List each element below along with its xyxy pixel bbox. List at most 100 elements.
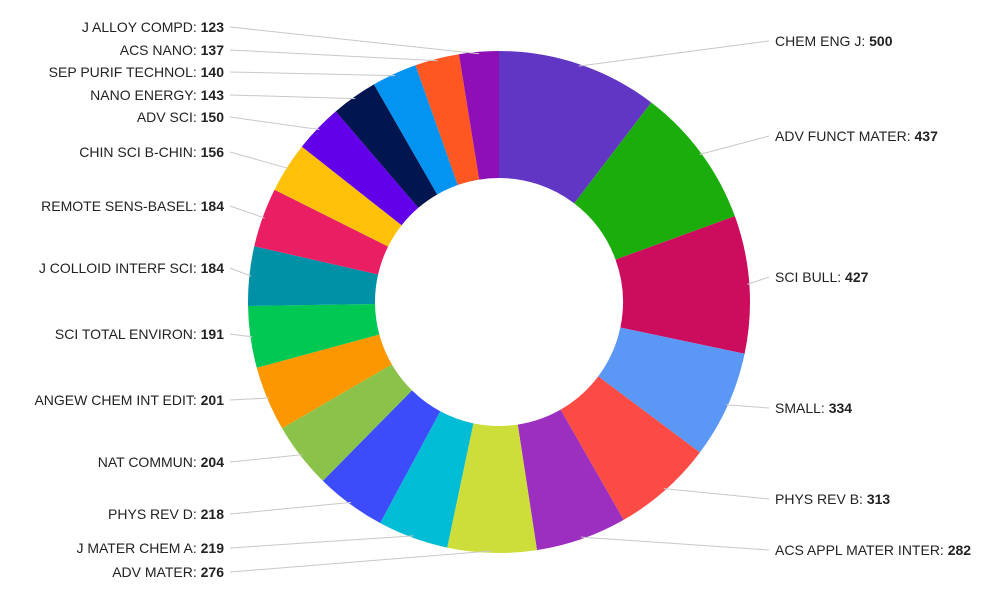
- slice-label-nano-energy: NANO ENERGY: 143: [90, 87, 224, 103]
- slice-sci-bull[interactable]: [615, 216, 750, 354]
- slice-label-j-alloy-compd: J ALLOY COMPD: 123: [82, 19, 224, 35]
- slice-label-value: 276: [201, 564, 225, 580]
- slice-adv-funct-mater[interactable]: [574, 102, 735, 260]
- slice-label-phys-rev-d: PHYS REV D: 218: [108, 506, 224, 522]
- slice-label-small: SMALL: 334: [775, 400, 852, 416]
- slice-sci-total-environ[interactable]: [248, 303, 380, 368]
- slice-label-sep-purif-technol: SEP PURIF TECHNOL: 140: [49, 64, 225, 80]
- slice-label-name: SMALL:: [775, 400, 829, 416]
- slice-label-phys-rev-b: PHYS REV B: 313: [775, 491, 890, 507]
- slice-label-name: ANGEW CHEM INT EDIT:: [34, 392, 200, 408]
- slice-label-value: 201: [201, 392, 225, 408]
- slice-label-name: ADV SCI:: [137, 109, 201, 125]
- leader-line-sci-bull: [747, 276, 770, 285]
- slice-angew-chem-int-edit[interactable]: [256, 334, 392, 429]
- slice-label-value: 184: [201, 260, 225, 276]
- leader-line-nat-commun: [229, 454, 303, 463]
- slice-label-value: 218: [201, 506, 225, 522]
- slice-label-acs-nano: ACS NANO: 137: [120, 42, 224, 58]
- leader-line-chin-sci-b-chin: [229, 151, 289, 170]
- slice-label-value: 282: [948, 542, 972, 558]
- slice-label-value: 219: [201, 540, 225, 556]
- leader-line-acs-nano: [229, 49, 438, 62]
- leader-line-j-mater-chem-a: [229, 535, 414, 549]
- leader-line-nano-energy: [229, 94, 356, 100]
- slice-sep-purif-technol[interactable]: [373, 65, 458, 195]
- slice-j-alloy-compd[interactable]: [458, 51, 499, 180]
- leader-line-chem-eng-j: [578, 40, 770, 67]
- slice-label-value: 437: [915, 128, 939, 144]
- slice-label-sci-total-environ: SCI TOTAL ENVIRON: 191: [55, 326, 224, 342]
- slice-label-value: 150: [201, 109, 225, 125]
- slice-label-value: 137: [201, 42, 225, 58]
- slice-nat-commun[interactable]: [282, 364, 412, 481]
- slice-label-j-colloid-interf-sci: J COLLOID INTERF SCI: 184: [39, 260, 224, 276]
- leader-line-angew-chem-int-edit: [229, 397, 270, 401]
- slice-small[interactable]: [598, 327, 745, 453]
- slice-label-j-mater-chem-a: J MATER CHEM A: 219: [76, 540, 224, 556]
- slice-label-name: PHYS REV D:: [108, 506, 201, 522]
- slice-label-remote-sens-basel: REMOTE SENS-BASEL: 184: [41, 198, 224, 214]
- slice-label-acs-appl-mater-inter: ACS APPL MATER INTER: 282: [775, 542, 971, 558]
- slice-label-value: 500: [869, 33, 893, 49]
- leader-line-adv-funct-mater: [699, 135, 770, 155]
- slice-label-name: J ALLOY COMPD:: [82, 19, 201, 35]
- slice-chin-sci-b-chin[interactable]: [274, 146, 402, 247]
- slice-j-colloid-interf-sci[interactable]: [248, 246, 379, 307]
- slice-label-sci-bull: SCI BULL: 427: [775, 269, 869, 285]
- slice-phys-rev-d[interactable]: [322, 390, 441, 524]
- slice-label-name: ACS NANO:: [120, 42, 201, 58]
- slice-label-adv-funct-mater: ADV FUNCT MATER: 437: [775, 128, 938, 144]
- slice-label-value: 140: [201, 64, 225, 80]
- slice-chem-eng-j[interactable]: [499, 51, 652, 204]
- slice-label-name: SCI BULL:: [775, 269, 845, 285]
- slice-phys-rev-b[interactable]: [560, 376, 700, 520]
- leader-line-adv-sci: [229, 116, 320, 131]
- slice-label-value: 334: [829, 400, 853, 416]
- slice-label-value: 123: [201, 19, 225, 35]
- slice-label-value: 204: [201, 454, 225, 470]
- slices-group: [248, 51, 750, 553]
- slice-label-value: 427: [845, 269, 869, 285]
- slice-label-name: ADV FUNCT MATER:: [775, 128, 915, 144]
- slice-j-mater-chem-a[interactable]: [380, 411, 474, 548]
- slice-label-name: ADV MATER:: [112, 564, 200, 580]
- slice-label-name: ACS APPL MATER INTER:: [775, 542, 948, 558]
- leader-line-j-colloid-interf-sci: [229, 267, 252, 277]
- slice-label-chin-sci-b-chin: CHIN SCI B-CHIN: 156: [79, 144, 224, 160]
- slice-label-name: CHEM ENG J:: [775, 33, 869, 49]
- slice-label-value: 184: [201, 198, 225, 214]
- leader-line-phys-rev-d: [229, 501, 352, 515]
- slice-label-name: NAT COMMUN:: [98, 454, 201, 470]
- slice-label-nat-commun: NAT COMMUN: 204: [98, 454, 224, 470]
- leader-line-remote-sens-basel: [229, 205, 265, 219]
- slice-label-name: REMOTE SENS-BASEL:: [41, 198, 200, 214]
- slice-label-chem-eng-j: CHEM ENG J: 500: [775, 33, 893, 49]
- slice-label-name: SEP PURIF TECHNOL:: [49, 64, 201, 80]
- slice-adv-mater[interactable]: [447, 423, 537, 553]
- leader-line-acs-appl-mater-inter: [581, 536, 770, 551]
- slice-acs-appl-mater-inter[interactable]: [517, 409, 624, 551]
- slice-label-name: CHIN SCI B-CHIN:: [79, 144, 200, 160]
- leader-line-sep-purif-technol: [229, 71, 396, 77]
- slice-label-name: NANO ENERGY:: [90, 87, 200, 103]
- slice-label-name: J COLLOID INTERF SCI:: [39, 260, 201, 276]
- slice-label-name: SCI TOTAL ENVIRON:: [55, 326, 201, 342]
- slice-nano-energy[interactable]: [335, 84, 438, 208]
- slice-label-angew-chem-int-edit: ANGEW CHEM INT EDIT: 201: [34, 392, 224, 408]
- leader-line-adv-mater: [229, 550, 493, 573]
- slice-label-value: 191: [201, 326, 225, 342]
- leader-line-phys-rev-b: [663, 488, 770, 500]
- slice-remote-sens-basel[interactable]: [254, 189, 389, 275]
- slice-acs-nano[interactable]: [415, 54, 480, 186]
- leader-line-j-alloy-compd: [229, 26, 480, 55]
- slice-label-value: 313: [867, 491, 891, 507]
- slice-label-adv-mater: ADV MATER: 276: [112, 564, 224, 580]
- slice-adv-sci[interactable]: [301, 111, 419, 226]
- slice-label-value: 156: [201, 144, 225, 160]
- slice-label-adv-sci: ADV SCI: 150: [137, 109, 224, 125]
- leader-line-sci-total-environ: [229, 333, 253, 338]
- slice-label-value: 143: [201, 87, 225, 103]
- leader-line-small: [725, 404, 770, 409]
